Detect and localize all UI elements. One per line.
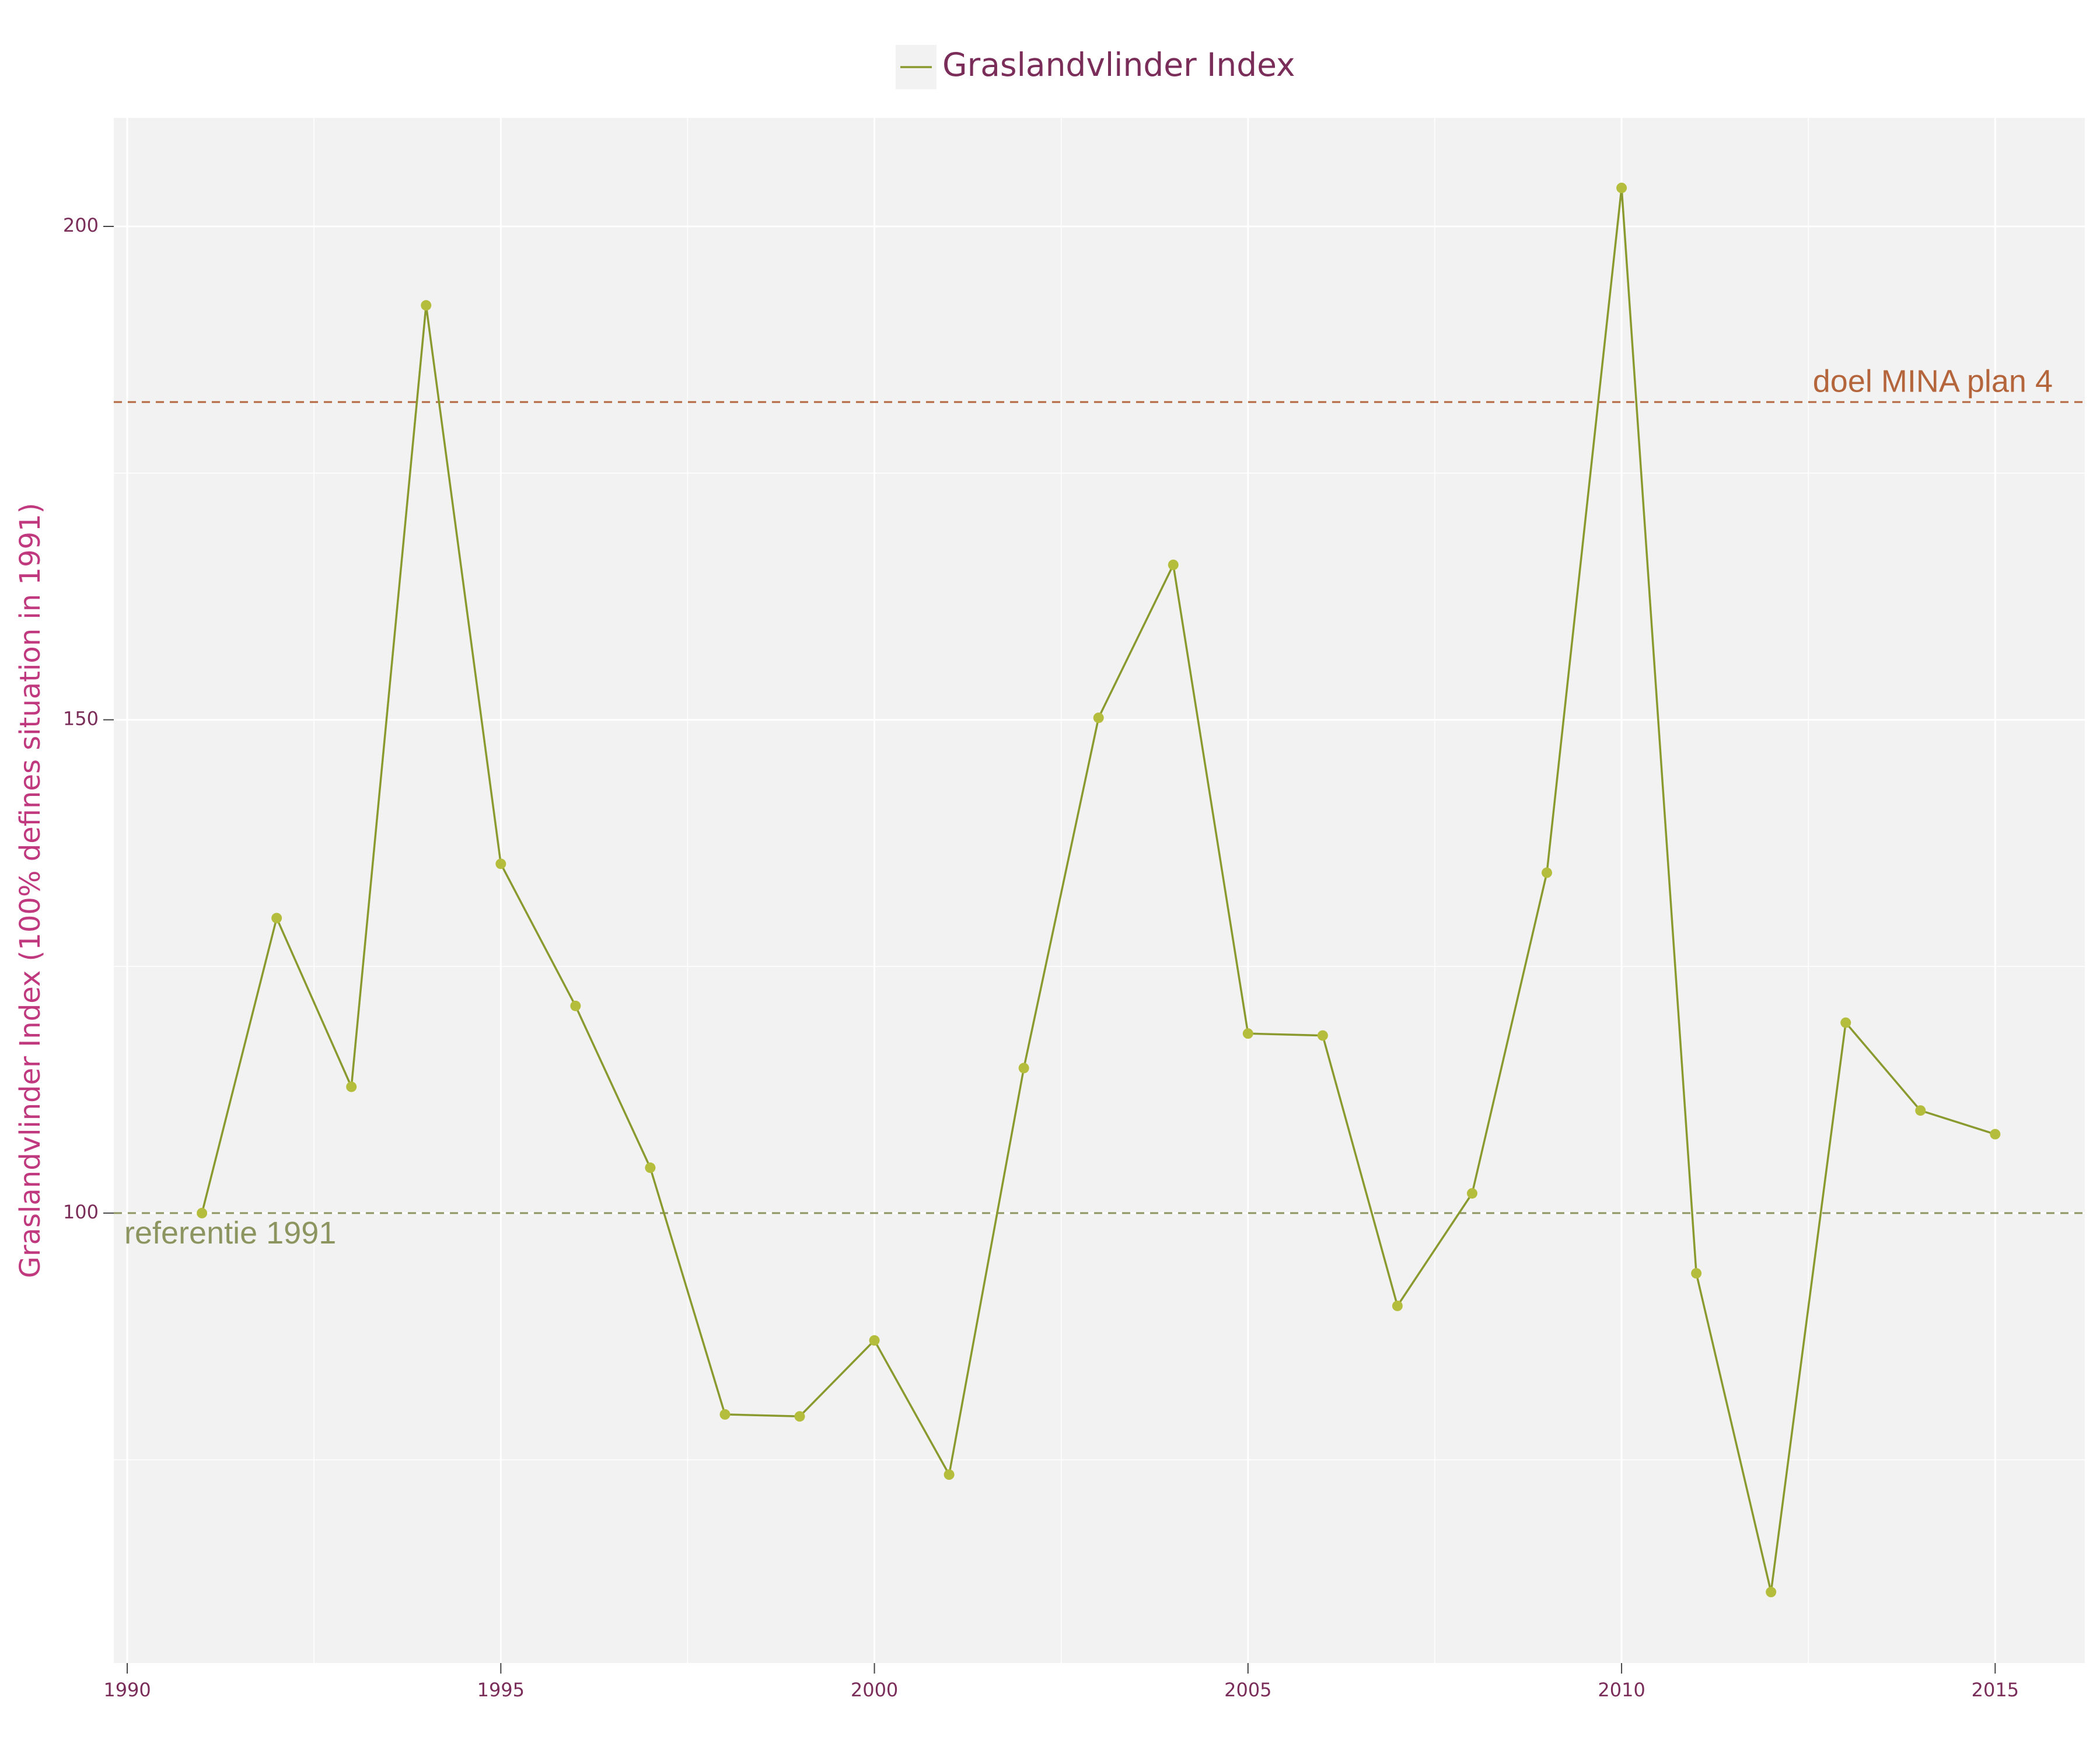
data-point [271,913,282,924]
data-point [1093,712,1104,724]
data-point [1466,1188,1477,1199]
data-point [495,858,506,869]
y-tick-label: 100 [63,1201,99,1223]
data-point [944,1469,955,1480]
data-point [794,1411,805,1422]
data-point [1691,1268,1702,1279]
data-point [645,1162,656,1173]
plot-background [114,118,2085,1663]
reference-label: doel MINA plan 4 [1813,364,2053,399]
data-point [1542,867,1553,878]
data-point [1766,1587,1777,1598]
x-tick-label: 1995 [477,1679,525,1701]
data-point [1317,1030,1328,1041]
data-point [570,1000,581,1011]
data-point [1168,559,1179,570]
x-tick-label: 1990 [103,1679,151,1701]
legend-label: Graslandvlinder Index [942,46,1295,83]
reference-label: referentie 1991 [124,1215,336,1251]
data-point [421,300,432,311]
data-point [1392,1300,1403,1311]
data-point [197,1207,208,1218]
data-point [346,1081,357,1092]
x-tick-label: 2010 [1598,1679,1645,1701]
x-tick-label: 2015 [1972,1679,2019,1701]
y-axis-title: Graslandvlinder Index (100% defines situ… [14,503,47,1279]
x-tick-label: 2005 [1224,1679,1271,1701]
data-point [1242,1028,1253,1039]
data-point [1840,1017,1851,1028]
y-tick-label: 150 [63,707,99,729]
y-tick-label: 200 [63,214,99,236]
data-point [1616,183,1627,194]
data-point [1915,1105,1926,1116]
data-point [1018,1063,1029,1074]
x-tick-label: 2000 [851,1679,898,1701]
data-point [719,1409,731,1420]
data-point [1990,1129,2001,1140]
data-point [869,1335,880,1346]
